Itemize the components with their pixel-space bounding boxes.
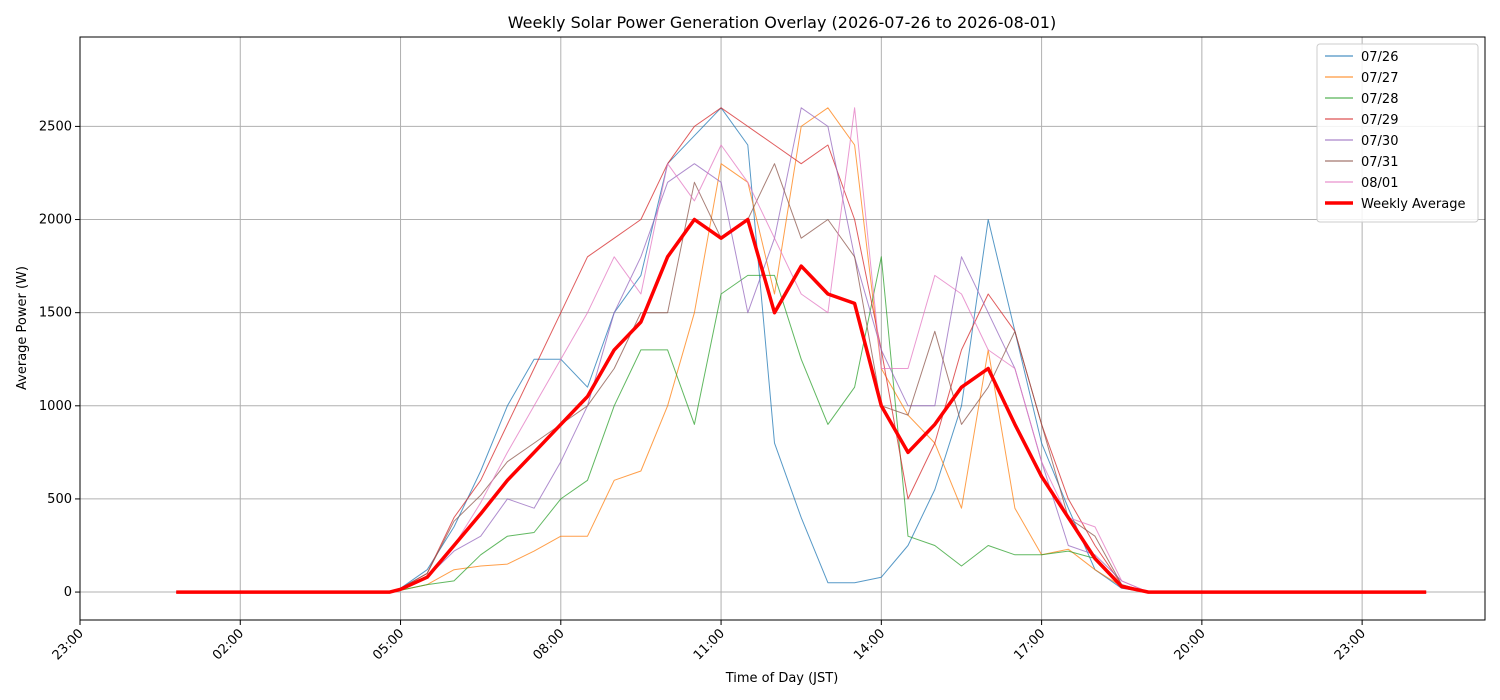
- y-tick-label: 0: [64, 585, 72, 600]
- chart-title: Weekly Solar Power Generation Overlay (2…: [508, 13, 1056, 32]
- daily-series-line: [176, 107, 1427, 593]
- x-axis-label: Time of Day (JST): [725, 671, 839, 686]
- legend-label: Weekly Average: [1361, 197, 1465, 212]
- daily-series-line: [176, 107, 1427, 593]
- legend-label: 07/31: [1361, 155, 1398, 170]
- legend-label: 07/28: [1361, 92, 1398, 107]
- y-tick-label: 1000: [39, 399, 72, 414]
- legend-label: 07/26: [1361, 50, 1398, 65]
- legend-label: 07/29: [1361, 113, 1398, 128]
- daily-series-line: [176, 107, 1427, 593]
- daily-series-line: [176, 163, 1427, 593]
- legend-label: 08/01: [1361, 176, 1398, 191]
- y-tick-label: 500: [47, 492, 72, 507]
- y-tick-label: 2500: [39, 119, 72, 134]
- plot-lines: [176, 107, 1427, 594]
- plot-frame: [79, 36, 1486, 621]
- y-axis-label: Average Power (W): [15, 266, 30, 390]
- legend-label: 07/30: [1361, 134, 1398, 149]
- legend: 07/26 07/27 07/28 07/29 07/30 07/31 08/01 Weekl…: [1316, 43, 1479, 223]
- weekly-average-line: [176, 217, 1427, 594]
- legend-box: [1316, 43, 1479, 223]
- y-tick-label: 1500: [39, 306, 72, 321]
- legend-label: 07/27: [1361, 71, 1398, 86]
- y-tick-label: 2000: [39, 213, 72, 228]
